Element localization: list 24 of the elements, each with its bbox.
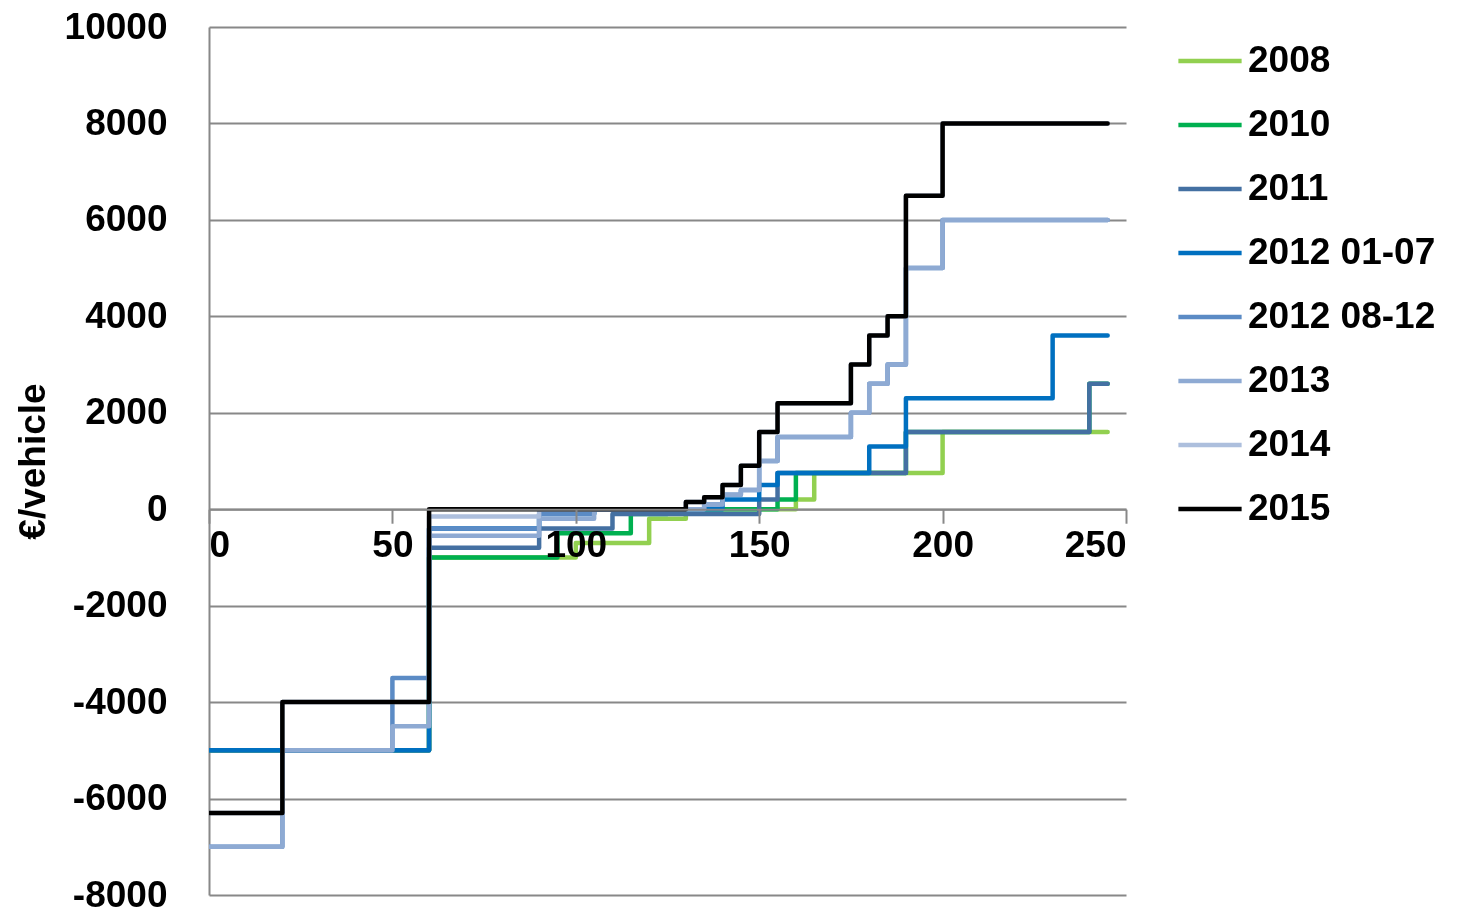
y-tick-label: 8000 [85, 101, 168, 143]
legend-label: 2013 [1248, 359, 1331, 400]
x-tick-label: 50 [372, 523, 414, 565]
x-tick-label: 200 [912, 523, 974, 565]
y-tick-label: 6000 [85, 198, 168, 240]
y-tick-label: 10000 [64, 5, 168, 47]
y-axis-title: €/vehicle [11, 383, 53, 540]
legend-label: 2014 [1248, 423, 1331, 464]
x-tick-label: 150 [728, 523, 791, 565]
y-tick-label: 2000 [85, 391, 168, 433]
y-tick-label: -2000 [72, 584, 168, 626]
y-tick-label: -4000 [72, 680, 168, 722]
y-tick-label: 0 [146, 487, 168, 529]
legend-label: 2012 01-07 [1248, 231, 1436, 272]
y-tick-label: -6000 [72, 777, 168, 819]
legend-label: 2010 [1248, 103, 1331, 144]
x-tick-label: 0 [209, 523, 231, 565]
legend-label: 2011 [1248, 167, 1329, 208]
x-tick-label: 250 [1064, 523, 1127, 565]
legend-label: 2008 [1248, 39, 1331, 80]
legend-label: 2015 [1248, 487, 1331, 528]
y-tick-label: -8000 [72, 873, 168, 913]
legend-label: 2012 08-12 [1248, 295, 1436, 336]
y-tick-label: 4000 [85, 294, 168, 336]
